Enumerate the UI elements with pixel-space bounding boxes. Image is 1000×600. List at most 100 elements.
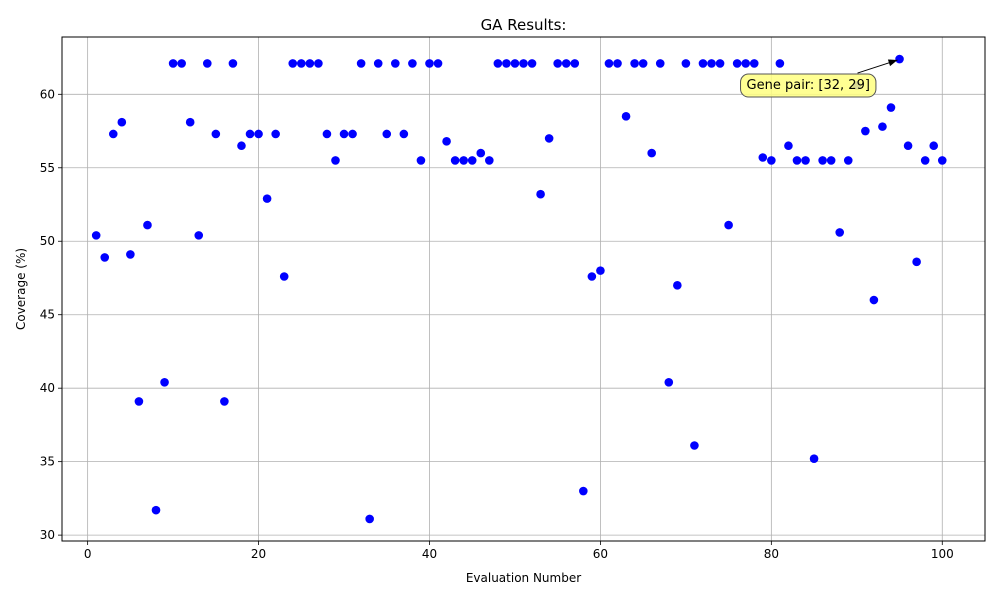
data-point — [818, 156, 827, 165]
data-point — [912, 257, 921, 267]
data-point — [570, 59, 580, 68]
data-point — [339, 129, 349, 139]
annotation-arrowhead — [887, 59, 898, 67]
data-point — [382, 129, 392, 139]
data-point — [544, 134, 554, 143]
annotation-box — [740, 73, 877, 98]
data-point — [185, 117, 195, 127]
y-tick-label: 55 — [40, 161, 55, 175]
data-point — [698, 59, 708, 68]
chart-title: GA Results: — [481, 16, 567, 34]
data-point — [108, 129, 118, 139]
plot-frame — [61, 36, 986, 542]
data-point — [681, 59, 691, 68]
data-point — [245, 129, 255, 139]
data-point — [262, 194, 272, 203]
data-point — [519, 59, 528, 68]
data-point — [903, 141, 913, 151]
data-point — [194, 231, 204, 240]
data-point — [416, 156, 426, 165]
data-point — [647, 148, 656, 158]
annotation-text: Gene pair: [32, 29] — [747, 78, 870, 93]
data-point — [467, 156, 477, 165]
data-point — [322, 129, 332, 139]
data-point — [485, 156, 494, 165]
data-point — [596, 266, 605, 275]
data-point — [690, 441, 699, 450]
data-point — [160, 378, 169, 387]
data-point — [826, 156, 836, 165]
data-point — [459, 156, 468, 165]
data-point — [288, 59, 298, 68]
data-point — [373, 59, 383, 68]
y-tick-label: 45 — [40, 308, 55, 322]
x-axis-ticks: 0 20 40 60 80 100 — [84, 541, 954, 561]
data-point — [450, 156, 460, 165]
data-point — [331, 156, 340, 165]
data-point — [527, 59, 537, 68]
y-tick-label: 30 — [40, 528, 55, 542]
data-point — [621, 112, 631, 121]
data-point — [134, 397, 144, 406]
data-point — [211, 129, 221, 139]
data-point — [707, 59, 716, 68]
data-point — [365, 514, 374, 524]
y-tick-label: 60 — [40, 87, 55, 101]
data-point — [202, 59, 212, 68]
data-point — [937, 156, 947, 165]
data-point — [279, 272, 289, 281]
data-point — [767, 156, 776, 165]
data-point — [775, 59, 785, 68]
data-point — [869, 295, 879, 305]
data-point — [100, 253, 110, 262]
data-point — [579, 486, 588, 496]
data-point — [861, 126, 870, 136]
data-point — [561, 59, 571, 68]
data-point — [732, 59, 742, 68]
data-point — [305, 59, 315, 68]
data-point — [502, 59, 511, 68]
y-tick-label: 50 — [40, 234, 55, 248]
data-point — [356, 59, 366, 68]
data-point — [664, 378, 674, 387]
data-point — [673, 281, 682, 290]
data-point — [126, 250, 135, 259]
data-point — [587, 272, 597, 281]
data-point — [168, 59, 178, 68]
data-point — [886, 103, 896, 112]
x-tick-label: 20 — [251, 547, 266, 561]
data-point — [613, 59, 622, 68]
data-point — [920, 156, 930, 165]
data-point — [143, 220, 152, 230]
data-point — [801, 156, 810, 165]
x-tick-label: 60 — [593, 547, 608, 561]
data-point — [493, 59, 503, 68]
x-tick-label: 100 — [931, 547, 954, 561]
data-point — [895, 54, 904, 64]
y-axis-ticks: 30 35 40 45 50 55 60 — [40, 87, 62, 542]
grid-lines — [62, 37, 985, 541]
data-point — [296, 59, 306, 68]
data-point — [348, 129, 357, 139]
data-point — [536, 189, 545, 199]
y-axis-label: Coverage (%) — [14, 248, 28, 330]
data-point — [220, 397, 229, 406]
x-tick-label: 0 — [84, 547, 92, 561]
data-point — [237, 141, 246, 151]
data-point — [425, 59, 434, 68]
data-point — [271, 129, 280, 139]
data-point — [151, 505, 161, 515]
data-point — [314, 59, 323, 68]
data-point — [254, 129, 263, 139]
data-point — [553, 59, 562, 68]
data-point — [809, 454, 819, 464]
data-point — [433, 59, 443, 68]
data-point — [399, 129, 409, 139]
data-point — [177, 59, 186, 68]
data-point — [724, 220, 733, 230]
annotation: Gene pair: [32, 29] — [740, 59, 898, 98]
x-tick-label: 40 — [422, 547, 437, 561]
data-point — [408, 59, 417, 68]
